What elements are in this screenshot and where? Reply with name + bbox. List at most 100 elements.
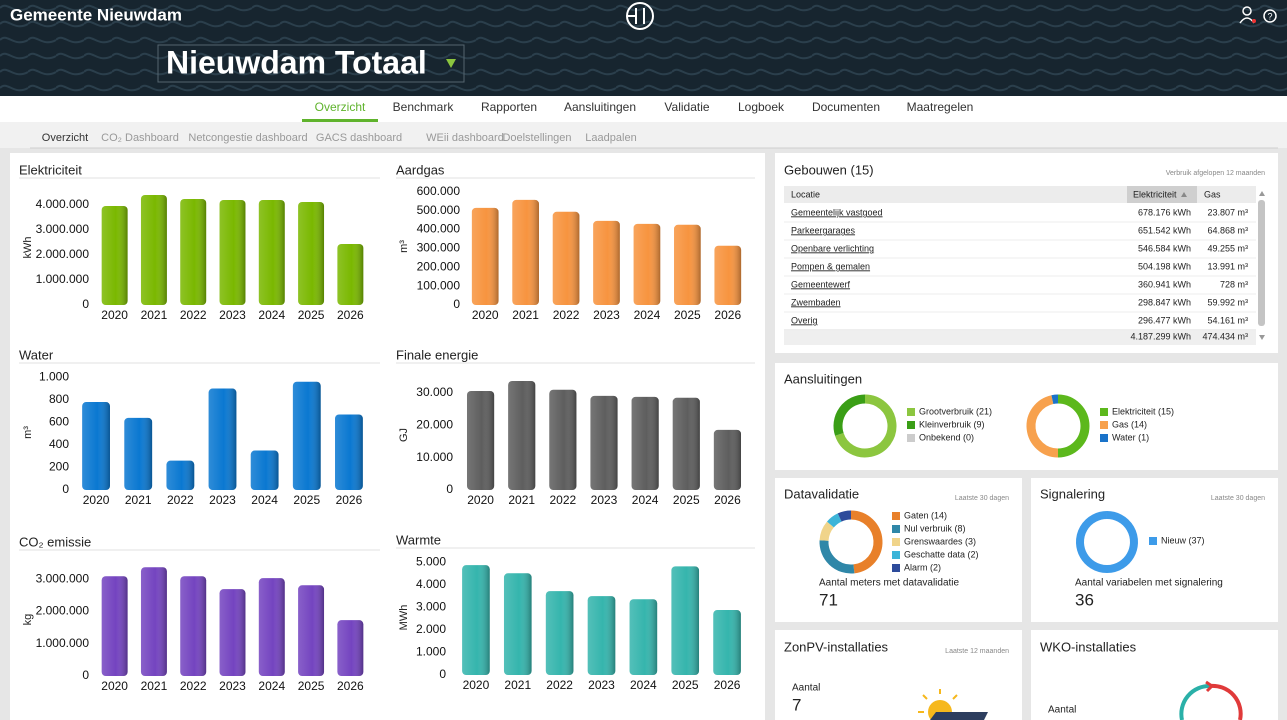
nav-tab[interactable]: Overzicht	[315, 100, 366, 114]
dropdown-arrow[interactable]	[446, 59, 456, 68]
x-tick-label: 2022	[180, 308, 207, 322]
location-link[interactable]: Openbare verlichting	[791, 243, 874, 253]
nav-tab[interactable]: Maatregelen	[907, 100, 974, 114]
bar-shade	[250, 450, 279, 490]
bar-shade	[140, 195, 167, 305]
panel-title: Gebouwen (15)	[784, 162, 874, 177]
donut-segment	[850, 510, 883, 574]
cell-value: 59.992 m³	[1207, 297, 1248, 307]
logo	[626, 2, 654, 30]
cell-value: 23.807 m³	[1207, 207, 1248, 217]
x-tick-label: 2025	[673, 493, 700, 507]
y-tick-label: 2.000.000	[36, 247, 90, 261]
y-tick-label: 5.000	[416, 554, 446, 568]
bar-shade	[101, 206, 128, 305]
column-header[interactable]: Elektriciteit	[1133, 189, 1177, 199]
donut-segment	[819, 521, 835, 542]
scrollbar[interactable]	[1258, 200, 1265, 326]
y-tick-label: 4.000	[416, 577, 446, 591]
nav-tab[interactable]: Validatie	[664, 100, 709, 114]
bar-shade	[298, 585, 325, 676]
nav-tab[interactable]: Documenten	[812, 100, 880, 114]
cell-value: 296.477 kWh	[1138, 315, 1191, 325]
y-tick-label: 1.000.000	[36, 272, 90, 286]
y-axis-label: kWh	[22, 237, 34, 259]
help-icon[interactable]: ?	[1263, 9, 1277, 23]
subnav-tab[interactable]: Laadpalen	[585, 132, 636, 144]
bar-shade	[549, 389, 577, 490]
bar-shade	[180, 576, 207, 676]
panel-title: WKO-installaties	[1040, 639, 1137, 654]
column-header: Locatie	[791, 189, 820, 199]
legend-swatch	[892, 512, 900, 520]
bar-shade	[674, 224, 701, 305]
bar-shade	[166, 460, 195, 490]
bar-shade	[593, 220, 620, 305]
legend-label: Geschatte data (2)	[904, 549, 979, 559]
x-tick-label: 2021	[141, 308, 168, 322]
y-axis-label: MWh	[398, 605, 410, 631]
user-icon[interactable]	[1239, 6, 1256, 24]
subnav-tab[interactable]: Netcongestie dashboard	[188, 132, 307, 144]
x-tick-label: 2020	[101, 308, 128, 322]
bar-shade	[219, 200, 246, 305]
site-title[interactable]: Nieuwdam Totaal	[166, 44, 427, 80]
y-tick-label: 3.000	[416, 600, 446, 614]
nav-tab[interactable]: Aansluitingen	[564, 100, 636, 114]
y-tick-label: 400.000	[417, 222, 461, 236]
location-link[interactable]: Gemeentelijk vastgoed	[791, 207, 883, 217]
x-tick-label: 2023	[219, 308, 246, 322]
location-link[interactable]: Parkeergarages	[791, 225, 856, 235]
bar-shade	[258, 200, 285, 305]
subnav-tab[interactable]: GACS dashboard	[316, 132, 402, 144]
site-selector[interactable]	[157, 44, 465, 83]
caption: Aantal variabelen met signalering	[1075, 578, 1223, 589]
x-tick-label: 2025	[298, 679, 325, 693]
x-tick-label: 2025	[672, 678, 699, 692]
y-tick-label: 1.000	[39, 369, 69, 383]
panel-note: Laatste 12 maanden	[945, 648, 1009, 655]
bar-shade	[552, 211, 580, 305]
cell-value: 728 m³	[1220, 279, 1248, 289]
column-header[interactable]: Gas	[1204, 189, 1221, 199]
location-link[interactable]: Overig	[791, 315, 818, 325]
subnav-tab[interactable]: Doelstellingen	[502, 132, 571, 144]
subnav-tab[interactable]: WEii dashboard	[426, 132, 504, 144]
bar-shade	[337, 620, 364, 676]
cell-value: 504.198 kWh	[1138, 261, 1191, 271]
subnav-tab[interactable]: CO₂ Dashboard	[101, 132, 179, 144]
sorted-column[interactable]	[1127, 186, 1197, 203]
cell-value: 678.176 kWh	[1138, 207, 1191, 217]
total-value: 474.434 m³	[1202, 331, 1248, 341]
bar-shade	[508, 380, 536, 490]
x-tick-label: 2024	[251, 493, 278, 507]
sort-arrow[interactable]	[1181, 192, 1187, 197]
chart-title: Finale energie	[396, 347, 478, 362]
location-link[interactable]: Pompen & gemalen	[791, 261, 870, 271]
x-tick-label: 2020	[467, 493, 494, 507]
bar-shade	[258, 578, 285, 676]
count: 36	[1075, 590, 1094, 609]
total-row	[784, 329, 1256, 345]
location-link[interactable]: Gemeentewerf	[791, 279, 851, 289]
x-tick-label: 2023	[591, 493, 618, 507]
y-tick-label: 0	[62, 482, 69, 496]
y-tick-label: 1.000	[416, 645, 446, 659]
subnav-tab[interactable]: Overzicht	[42, 132, 88, 144]
x-tick-label: 2026	[714, 308, 741, 322]
x-tick-label: 2023	[219, 679, 246, 693]
x-tick-label: 2022	[180, 679, 207, 693]
nav-tab[interactable]: Logboek	[738, 100, 785, 114]
chart-title: Aardgas	[396, 162, 445, 177]
panel-note: Laatste 30 dagen	[955, 495, 1009, 502]
location-link[interactable]: Zwembaden	[791, 297, 841, 307]
x-tick-label: 2023	[209, 493, 236, 507]
y-tick-label: 10.000	[416, 450, 453, 464]
nav-tab[interactable]: Benchmark	[393, 100, 455, 114]
y-tick-label: 0	[82, 668, 89, 682]
y-tick-label: 4.000.000	[36, 197, 90, 211]
bar-shade	[672, 397, 700, 490]
nav-tab[interactable]: Rapporten	[481, 100, 537, 114]
legend-label: Alarm (2)	[904, 562, 941, 572]
